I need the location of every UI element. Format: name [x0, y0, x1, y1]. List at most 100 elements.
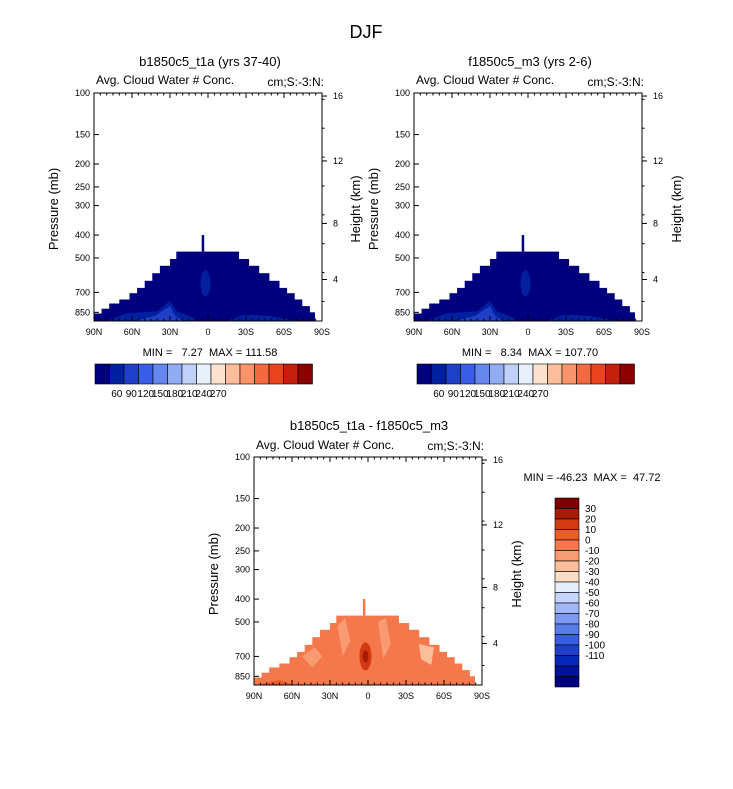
panel-left-label: Avg. Cloud Water # Conc. [416, 73, 554, 87]
colorbar-swatch [109, 363, 125, 385]
colorbar-swatch [554, 560, 580, 572]
y-tick-label: 150 [395, 130, 410, 140]
min-max-readout: MIN = -46.23 MAX = 47.72 [524, 472, 661, 484]
y-axis-title: Pressure (mb) [366, 168, 381, 250]
panel-right-label: cm;S:-3:N: [587, 75, 644, 89]
colorbar-swatch [268, 363, 284, 385]
colorbar-swatch [474, 363, 490, 385]
field-block [152, 273, 161, 321]
y2-tick-label: 16 [493, 455, 503, 465]
y-tick-label: 400 [75, 230, 90, 240]
colorbar-label: 30 [585, 504, 597, 515]
field-block [464, 280, 473, 321]
x-tick-label: 90S [314, 327, 330, 337]
colorbar-label: 0 [585, 536, 591, 547]
field-block [109, 303, 120, 321]
colorbar-label: -60 [585, 599, 600, 610]
figure-title: DJF [350, 22, 383, 42]
colorbar-label: -110 [585, 651, 605, 662]
y-tick-label: 700 [235, 651, 250, 661]
colorbar-swatch [554, 644, 580, 656]
field-block [398, 623, 410, 685]
field-contour [454, 306, 503, 321]
panel-title: b1850c5_t1a (yrs 37-40) [139, 54, 281, 69]
field-block [472, 273, 481, 321]
y-tick-label: 400 [235, 594, 250, 604]
field-block [568, 265, 580, 321]
field-block [469, 676, 475, 685]
colorbar-swatch [431, 363, 447, 385]
y2-axis-title: Height (km) [509, 540, 524, 607]
field-block [144, 280, 153, 321]
y2-tick-label: 4 [493, 638, 498, 648]
colorbar-label: 180 [166, 389, 183, 400]
y2-tick-label: 8 [653, 218, 658, 228]
colorbar-label: -70 [585, 609, 600, 620]
colorbar-swatch [554, 665, 580, 677]
colorbar-swatch [554, 655, 580, 667]
field-contour [378, 617, 391, 660]
colorbar-label: 60 [111, 389, 123, 400]
field-block [101, 308, 110, 321]
colorbar-label: 210 [181, 389, 198, 400]
colorbar-swatch [547, 363, 563, 385]
x-tick-label: 90N [86, 327, 103, 337]
y-tick-label: 850 [395, 307, 410, 317]
colorbar-swatch [554, 592, 580, 604]
field-block [248, 265, 260, 321]
field-block [418, 637, 430, 685]
x-tick-label: 30N [482, 327, 499, 337]
field-block [330, 623, 337, 685]
colorbar-swatch [123, 363, 139, 385]
field-contour [256, 679, 295, 685]
colorbar-label: 120 [459, 389, 476, 400]
x-tick-label: 90S [474, 691, 490, 701]
field-block [461, 670, 470, 685]
field-block [259, 677, 263, 685]
colorbar-label: -80 [585, 620, 600, 631]
x-tick-label: 60N [284, 691, 301, 701]
colorbar-swatch [554, 550, 580, 562]
field-block [414, 313, 420, 321]
colorbar-swatch [605, 363, 621, 385]
panel-title: b1850c5_t1a - f1850c5_m3 [290, 418, 448, 433]
colorbar-label: -40 [585, 578, 600, 589]
field-block [550, 251, 559, 321]
min-max-readout: MIN = 7.27 MAX = 111.58 [143, 347, 278, 359]
panel-model-b: f1850c5_m3 (yrs 2-6) Avg. Cloud Water # … [366, 54, 684, 400]
field-block [521, 235, 525, 252]
field-block [129, 293, 138, 321]
field-block [598, 287, 608, 321]
field-block [278, 287, 288, 321]
field-block [438, 651, 448, 685]
y-tick-label: 500 [75, 253, 90, 263]
field-block [439, 299, 450, 321]
colorbar-swatch [576, 363, 592, 385]
field-block [606, 293, 615, 321]
colorbar-swatch [554, 518, 580, 530]
x-tick-label: 30S [558, 327, 574, 337]
colorbar-label: -30 [585, 567, 600, 578]
y-tick-label: 200 [235, 523, 250, 533]
plot-area: 90N 60N 30N 0 30S 60S 90S 100 150 200 250 300 400 500… [235, 452, 503, 701]
field-block [170, 259, 177, 321]
colorbar-label: 150 [152, 389, 169, 400]
field-block [119, 299, 130, 321]
y-tick-label: 150 [75, 130, 90, 140]
field-block [201, 235, 205, 252]
field-block [362, 599, 366, 616]
colorbar-swatch [554, 497, 580, 509]
field-block [621, 306, 630, 321]
y2-tick-label: 4 [653, 274, 658, 284]
field-block [294, 299, 303, 321]
colorbar-swatch [181, 363, 197, 385]
field-contour [337, 617, 351, 657]
field-block [286, 293, 295, 321]
min-max-readout: MIN = 8.34 MAX = 107.70 [462, 347, 598, 359]
colorbar-swatch [94, 363, 110, 385]
x-tick-label: 30S [238, 327, 254, 337]
y-tick-label: 300 [235, 565, 250, 575]
colorbar-label: -20 [585, 557, 600, 568]
plot-area: 90N 60N 30N 0 30S 60S 90S 100 150 200 250 300 400 500… [75, 88, 343, 337]
